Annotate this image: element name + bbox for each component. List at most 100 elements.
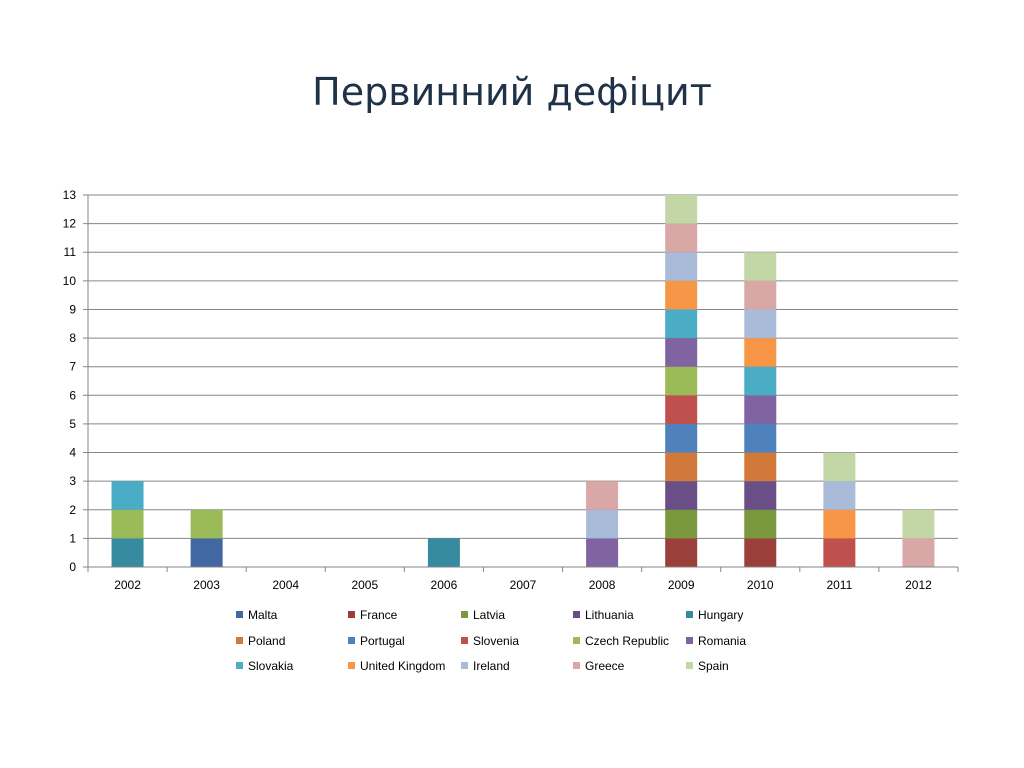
bar-segment [665, 423, 698, 453]
legend-label: Czech Republic [585, 634, 669, 648]
bar-segment [665, 481, 698, 510]
bar-segment [744, 309, 777, 339]
legend-swatch [348, 611, 355, 618]
legend-label: Portugal [360, 634, 405, 648]
legend-swatch [348, 662, 355, 669]
bar-segment [744, 338, 777, 367]
y-tick-label: 2 [69, 503, 76, 517]
legend-item: France [348, 608, 398, 622]
x-tick-label: 2003 [193, 578, 220, 592]
bar-segment [665, 223, 698, 253]
bar-segment [823, 452, 856, 482]
bar-segment [744, 452, 777, 482]
legend-label: Lithuania [585, 608, 634, 622]
bar-segment [665, 280, 698, 310]
legend-label: Latvia [473, 608, 505, 622]
legend-swatch [236, 611, 243, 618]
bar-segment [586, 538, 619, 567]
bar-segment [902, 509, 935, 539]
bar-segment [823, 538, 856, 567]
legend-swatch [461, 662, 468, 669]
legend-label: Slovakia [248, 659, 294, 673]
legend-label: Hungary [698, 608, 743, 622]
bar-segment [665, 309, 698, 339]
legend-swatch [236, 662, 243, 669]
y-tick-label: 4 [69, 446, 76, 460]
legend-swatch [573, 637, 580, 644]
legend-swatch [461, 637, 468, 644]
y-tick-label: 12 [63, 217, 77, 231]
legend-label: Romania [698, 634, 746, 648]
bar-segment [744, 538, 777, 567]
legend-item: Ireland [461, 659, 510, 673]
bar-segment [665, 538, 698, 567]
x-tick-label: 2007 [510, 578, 537, 592]
y-tick-label: 6 [69, 388, 76, 402]
x-tick-label: 2010 [747, 578, 774, 592]
y-tick-label: 3 [69, 474, 76, 488]
y-tick-label: 1 [69, 531, 76, 545]
legend-item: Malta [236, 608, 278, 622]
x-tick-label: 2011 [826, 578, 852, 592]
bar-segment [665, 509, 698, 539]
x-tick-label: 2004 [272, 578, 299, 592]
bar-segment [111, 481, 144, 510]
x-tick-label: 2008 [589, 578, 616, 592]
bar-segment [427, 538, 460, 567]
legend-item: Slovenia [461, 634, 519, 648]
bar-segment [744, 280, 777, 310]
bar-segment [823, 509, 856, 539]
legend-item: Greece [573, 659, 625, 673]
legend-swatch [686, 662, 693, 669]
x-tick-label: 2006 [431, 578, 458, 592]
bar-segment [665, 252, 698, 281]
bar-segment [586, 481, 619, 510]
y-tick-label: 5 [69, 417, 76, 431]
legend-item: Romania [686, 634, 746, 648]
legend-swatch [573, 611, 580, 618]
legend-item: Latvia [461, 608, 505, 622]
bar-segment [665, 195, 698, 224]
bar-segment [665, 366, 698, 396]
legend-swatch [461, 611, 468, 618]
legend-swatch [236, 637, 243, 644]
legend-item: Poland [236, 634, 285, 648]
y-tick-label: 13 [63, 188, 77, 202]
y-tick-label: 0 [69, 560, 76, 574]
legend-swatch [573, 662, 580, 669]
legend-item: Slovakia [236, 659, 294, 673]
bar-segment [190, 538, 223, 567]
x-tick-label: 2002 [114, 578, 141, 592]
bar-segment [665, 452, 698, 482]
bar-segment [744, 481, 777, 510]
x-tick-label: 2012 [905, 578, 932, 592]
legend-label: Greece [585, 659, 625, 673]
bar-segment [111, 538, 144, 567]
legend-item: Czech Republic [573, 634, 669, 648]
gridlines [88, 194, 958, 568]
legend-swatch [686, 637, 693, 644]
bar-segment [665, 338, 698, 367]
bar-segment [744, 423, 777, 453]
bar-segment [586, 509, 619, 539]
y-tick-label: 11 [64, 245, 77, 259]
legend: Malta France Latvia Lithuania Hungary Poland P… [236, 608, 746, 673]
bar-segment [744, 509, 777, 539]
legend-label: Slovenia [473, 634, 519, 648]
legend-item: Portugal [348, 634, 405, 648]
legend-item: United Kingdom [348, 659, 445, 673]
legend-label: Spain [698, 659, 729, 673]
legend-swatch [348, 637, 355, 644]
bar-segment [744, 366, 777, 396]
y-tick-label: 7 [69, 360, 76, 374]
y-tick-label: 9 [69, 302, 76, 316]
legend-swatch [686, 611, 693, 618]
legend-label: France [360, 608, 398, 622]
legend-item: Spain [686, 659, 729, 673]
bar-segments [111, 195, 935, 567]
y-tick-label: 8 [69, 331, 76, 345]
y-tick-label: 10 [63, 274, 77, 288]
legend-item: Lithuania [573, 608, 634, 622]
